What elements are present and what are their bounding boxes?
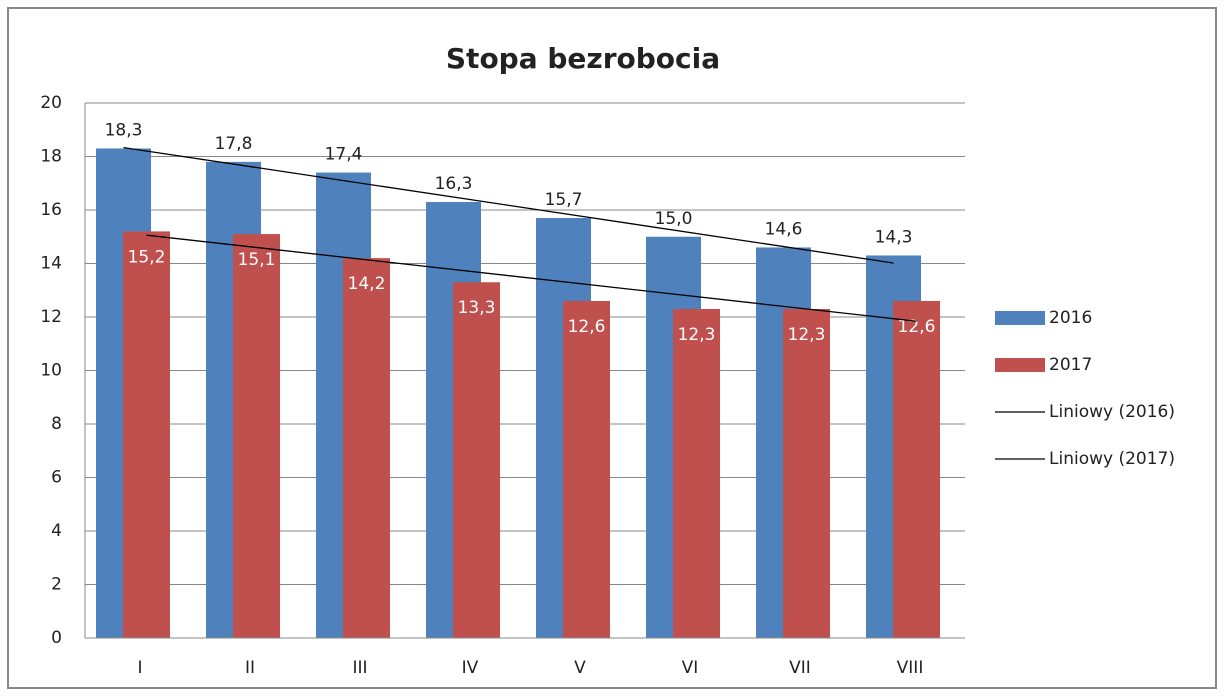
chart-frame bbox=[7, 7, 1217, 689]
data-label: 12,6 bbox=[898, 317, 936, 337]
chart-title: Stopa bezrobocia bbox=[446, 42, 720, 75]
data-label: 17,4 bbox=[325, 145, 363, 165]
data-label: 16,3 bbox=[435, 174, 473, 194]
y-tick-label: 4 bbox=[51, 521, 62, 541]
data-label: 18,3 bbox=[105, 120, 143, 140]
x-tick-label: V bbox=[574, 658, 586, 678]
x-tick-label: VIII bbox=[897, 658, 924, 678]
legend-swatch bbox=[995, 358, 1045, 372]
data-label: 14,2 bbox=[348, 274, 386, 294]
data-label: 15,0 bbox=[655, 209, 693, 229]
y-tick-label: 0 bbox=[51, 628, 62, 648]
legend-swatch bbox=[995, 311, 1045, 325]
y-tick-label: 18 bbox=[40, 147, 62, 167]
data-label: 12,3 bbox=[678, 325, 716, 345]
bar bbox=[123, 231, 170, 638]
y-tick-label: 8 bbox=[51, 414, 62, 434]
legend-label: 2016 bbox=[1049, 308, 1092, 328]
y-tick-label: 10 bbox=[40, 361, 62, 381]
trendline bbox=[123, 146, 894, 264]
data-label: 17,8 bbox=[215, 134, 253, 154]
legend-label: Liniowy (2017) bbox=[1049, 449, 1175, 469]
y-tick-label: 2 bbox=[51, 575, 62, 595]
bar bbox=[673, 308, 720, 638]
data-label: 13,3 bbox=[458, 298, 496, 318]
x-tick-label: VII bbox=[789, 658, 811, 678]
y-tick-label: 16 bbox=[40, 200, 62, 220]
x-tick-label: I bbox=[137, 658, 142, 678]
x-tick-label: III bbox=[352, 658, 367, 678]
trendline bbox=[146, 234, 917, 322]
x-tick-label: IV bbox=[462, 658, 479, 678]
data-label: 14,6 bbox=[765, 219, 803, 239]
y-tick-label: 20 bbox=[40, 93, 62, 113]
data-label: 15,1 bbox=[238, 250, 276, 270]
bar bbox=[783, 308, 830, 638]
bar bbox=[453, 282, 500, 638]
y-tick-label: 14 bbox=[40, 254, 62, 274]
legend-label: Liniowy (2016) bbox=[1049, 402, 1175, 422]
data-label: 15,7 bbox=[545, 190, 583, 210]
bar bbox=[893, 300, 940, 638]
y-tick-label: 12 bbox=[40, 307, 62, 327]
x-tick-label: II bbox=[245, 658, 255, 678]
bar bbox=[233, 234, 280, 638]
data-label: 12,3 bbox=[788, 325, 826, 345]
bar bbox=[343, 258, 390, 638]
legend-label: 2017 bbox=[1049, 355, 1092, 375]
bar bbox=[563, 300, 610, 638]
x-tick-label: VI bbox=[682, 658, 699, 678]
data-label: 15,2 bbox=[128, 247, 166, 267]
y-tick-label: 6 bbox=[51, 468, 62, 488]
data-label: 14,3 bbox=[875, 227, 913, 247]
data-label: 12,6 bbox=[568, 317, 606, 337]
